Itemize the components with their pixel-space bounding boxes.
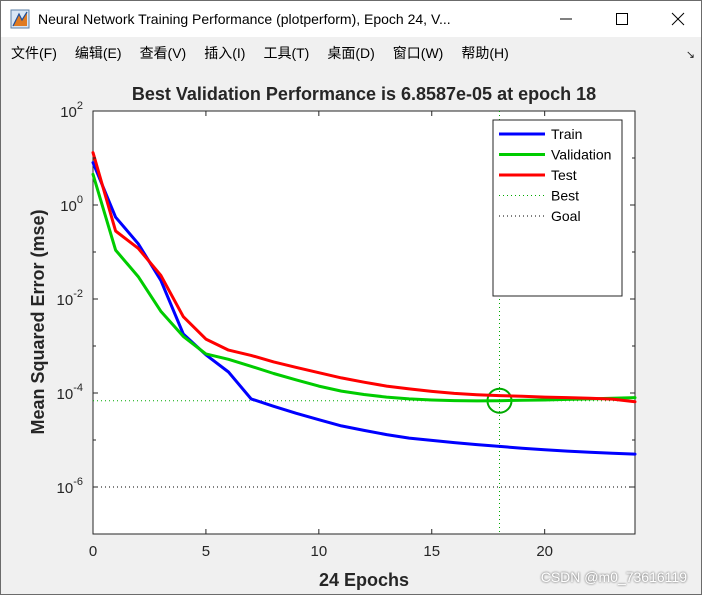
menu-bar: 文件(F) 编辑(E) 查看(V) 插入(I) 工具(T) 桌面(D) 窗口(W… [1,37,701,69]
x-tick-label: 20 [536,543,553,560]
legend-label-test: Test [551,167,577,183]
maximize-button[interactable] [599,1,645,37]
series-line-train [91,161,637,456]
x-tick-label: 10 [310,543,327,560]
legend-label-goal: Goal [551,208,581,224]
legend-label-train: Train [551,126,582,142]
close-icon [671,12,685,26]
x-tick-label: 5 [202,543,210,560]
menu-view[interactable]: 查看(V) [139,45,187,61]
close-button[interactable] [655,1,701,37]
y-tick-label: 100 [60,194,83,215]
menu-tools[interactable]: 工具(T) [263,45,310,61]
x-axis-label: 24 Epochs [319,570,409,590]
window-controls [533,1,701,37]
minimize-icon [560,18,572,20]
series-line-test [91,151,637,404]
y-tick-label: 10-4 [57,382,83,403]
minimize-button[interactable] [543,1,589,37]
menu-file[interactable]: 文件(F) [11,45,57,61]
menu-desktop[interactable]: 桌面(D) [327,45,375,61]
y-tick-label: 10-6 [57,476,83,497]
y-axis-label: Mean Squared Error (mse) [28,209,48,434]
series-line-validation [91,172,637,403]
window-title: Neural Network Training Performance (plo… [38,11,451,27]
legend-box [492,119,623,297]
menu-insert[interactable]: 插入(I) [204,45,246,61]
menu-window[interactable]: 窗口(W) [392,45,444,61]
legend-label-best: Best [551,188,579,204]
performance-chart: Best Validation Performance is 6.8587e-0… [28,84,637,590]
plot-area [92,110,636,535]
y-tick-label: 102 [60,100,83,121]
legend: Train Validation Test Best Goal [492,119,623,297]
undock-arrow-icon[interactable]: ↘ [685,49,695,61]
title-bar: Neural Network Training Performance (plo… [1,1,701,37]
menu-edit[interactable]: 编辑(E) [74,45,122,61]
y-tick-label: 10-2 [57,288,83,309]
maximize-icon [616,13,628,25]
figure-area: Best Validation Performance is 6.8587e-0… [1,69,701,594]
x-tick-label: 15 [423,543,440,560]
legend-label-validation: Validation [551,147,611,163]
menu-help[interactable]: 帮助(H) [461,45,509,61]
x-tick-label: 0 [89,543,97,560]
chart-title: Best Validation Performance is 6.8587e-0… [132,84,596,104]
watermark: CSDN @m0_73616119 [540,569,687,585]
matlab-figure-icon [10,9,30,29]
